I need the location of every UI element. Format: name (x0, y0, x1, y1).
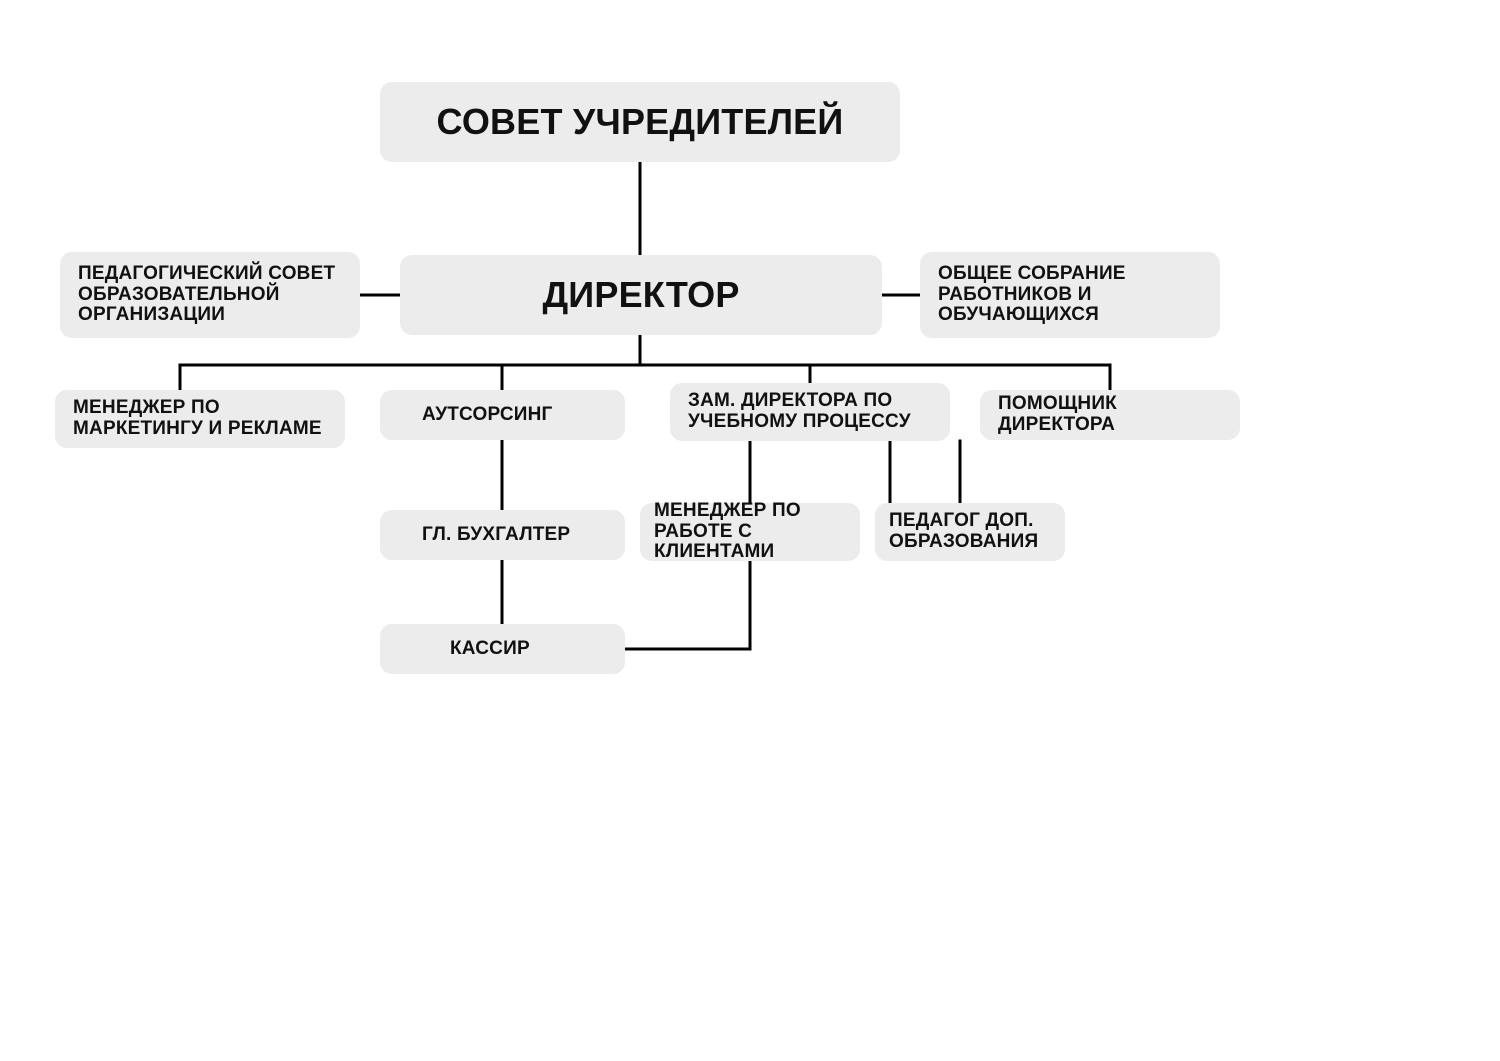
node-cashier: КАССИР (380, 624, 625, 674)
node-teacher: ПЕДАГОГ ДОП. ОБРАЗОВАНИЯ (875, 503, 1065, 561)
node-ped_council: ПЕДАГОГИЧЕСКИЙ СОВЕТ ОБРАЗОВАТЕЛЬНОЙ ОРГ… (60, 252, 360, 338)
node-label: ОБЩЕЕ СОБРАНИЕ РАБОТНИКОВ И ОБУЧАЮЩИХСЯ (938, 264, 1202, 327)
node-label: КАССИР (450, 639, 530, 660)
node-assembly: ОБЩЕЕ СОБРАНИЕ РАБОТНИКОВ И ОБУЧАЮЩИХСЯ (920, 252, 1220, 338)
node-accountant: ГЛ. БУХГАЛТЕР (380, 510, 625, 560)
node-label: СОВЕТ УЧРЕДИТЕЛЕЙ (437, 102, 844, 142)
node-label: ПЕДАГОГИЧЕСКИЙ СОВЕТ ОБРАЗОВАТЕЛЬНОЙ ОРГ… (78, 264, 342, 327)
node-label: ЗАМ. ДИРЕКТОРА ПО УЧЕБНОМУ ПРОЦЕССУ (688, 391, 932, 433)
node-label: ПЕДАГОГ ДОП. ОБРАЗОВАНИЯ (889, 511, 1051, 553)
node-label: ПОМОЩНИК ДИРЕКТОРА (998, 394, 1222, 436)
node-label: МЕНЕДЖЕР ПО МАРКЕТИНГУ И РЕКЛАМЕ (73, 398, 327, 440)
node-marketing: МЕНЕДЖЕР ПО МАРКЕТИНГУ И РЕКЛАМЕ (55, 390, 345, 448)
node-label: АУТСОРСИНГ (422, 405, 553, 426)
node-assistant: ПОМОЩНИК ДИРЕКТОРА (980, 390, 1240, 440)
node-director: ДИРЕКТОР (400, 255, 882, 335)
node-outsourcing: АУТСОРСИНГ (380, 390, 625, 440)
node-label: ДИРЕКТОР (542, 275, 739, 315)
node-client_mgr: МЕНЕДЖЕР ПО РАБОТЕ С КЛИЕНТАМИ (640, 503, 860, 561)
node-label: ГЛ. БУХГАЛТЕР (422, 525, 570, 546)
node-council: СОВЕТ УЧРЕДИТЕЛЕЙ (380, 82, 900, 162)
node-deputy: ЗАМ. ДИРЕКТОРА ПО УЧЕБНОМУ ПРОЦЕССУ (670, 383, 950, 441)
node-label: МЕНЕДЖЕР ПО РАБОТЕ С КЛИЕНТАМИ (654, 501, 846, 564)
